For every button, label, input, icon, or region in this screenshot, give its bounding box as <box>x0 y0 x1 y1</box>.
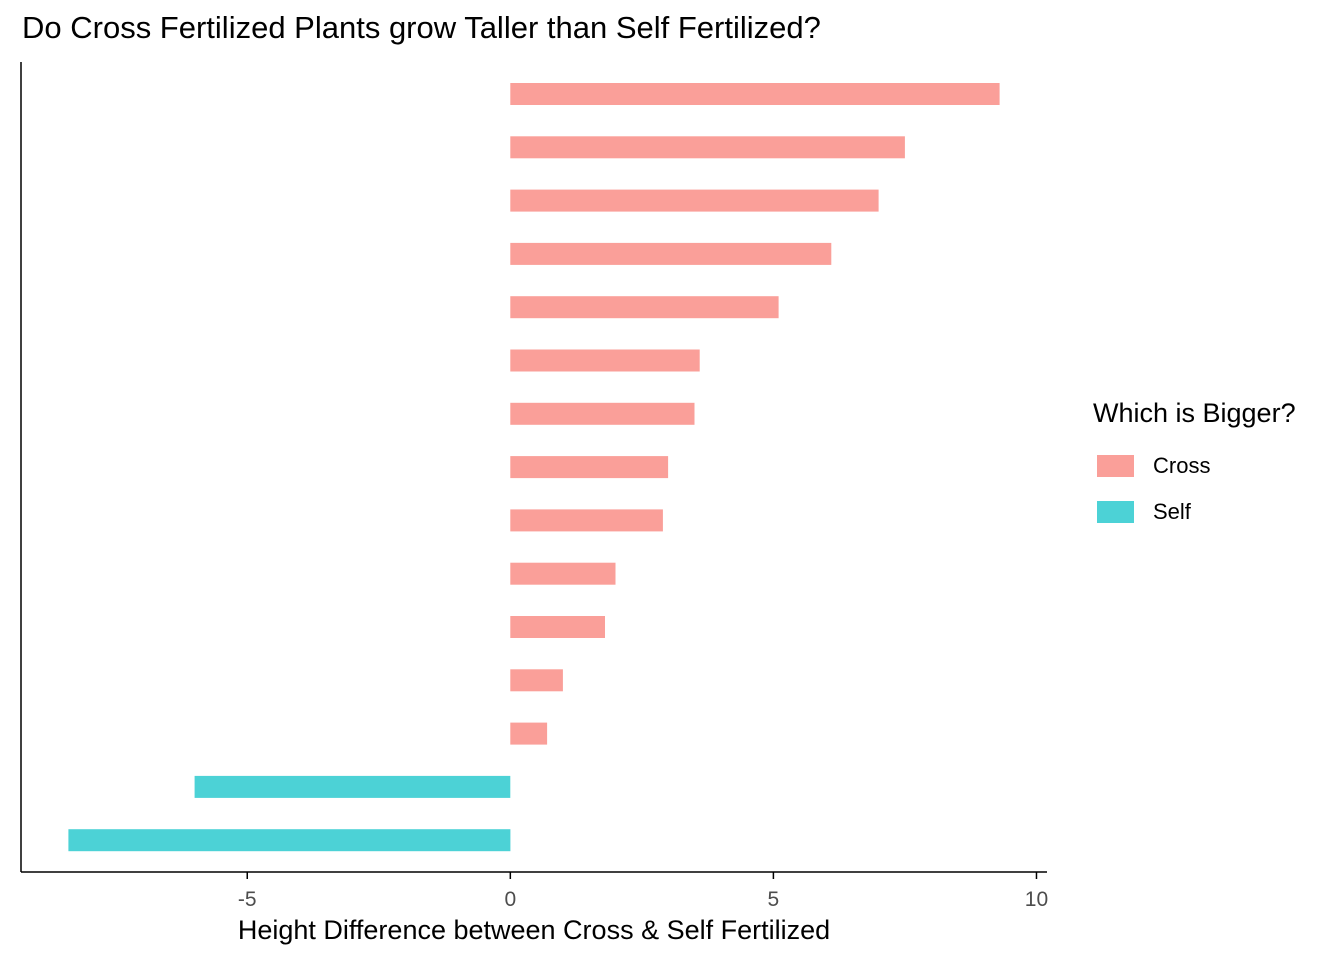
x-tick-label: 5 <box>768 888 780 911</box>
chart-title: Do Cross Fertilized Plants grow Taller t… <box>22 10 821 45</box>
bar-14-self <box>194 775 511 798</box>
x-tick-label: -5 <box>238 888 257 911</box>
bar-7-cross <box>510 402 695 425</box>
bar-13-cross <box>510 722 548 745</box>
legend-title: Which is Bigger? <box>1093 398 1296 428</box>
bars-layer <box>68 83 1000 852</box>
legend-label-cross: Cross <box>1153 453 1211 478</box>
legend-swatch-self <box>1097 501 1134 523</box>
legend: Which is Bigger? Cross Self <box>1093 398 1296 524</box>
x-axis-title: Height Difference between Cross & Self F… <box>238 915 830 945</box>
bar-10-cross <box>510 562 616 585</box>
x-tick-label: 10 <box>1025 888 1048 911</box>
legend-item-self: Self <box>1097 499 1191 524</box>
bar-4-cross <box>510 242 832 265</box>
x-ticks: -5 0 5 10 <box>238 872 1048 911</box>
bar-12-cross <box>510 669 563 692</box>
legend-item-cross: Cross <box>1097 453 1211 478</box>
bar-8-cross <box>510 456 669 479</box>
bar-5-cross <box>510 296 779 319</box>
legend-swatch-cross <box>1097 455 1134 477</box>
bar-11-cross <box>510 616 605 638</box>
bar-6-cross <box>510 349 700 372</box>
legend-label-self: Self <box>1153 499 1191 524</box>
bar-15-self <box>68 829 511 852</box>
bar-9-cross <box>510 509 663 532</box>
bar-1-cross <box>510 83 1000 105</box>
bar-2-cross <box>510 136 905 159</box>
bar-3-cross <box>510 189 879 212</box>
x-tick-label: 0 <box>504 888 516 911</box>
